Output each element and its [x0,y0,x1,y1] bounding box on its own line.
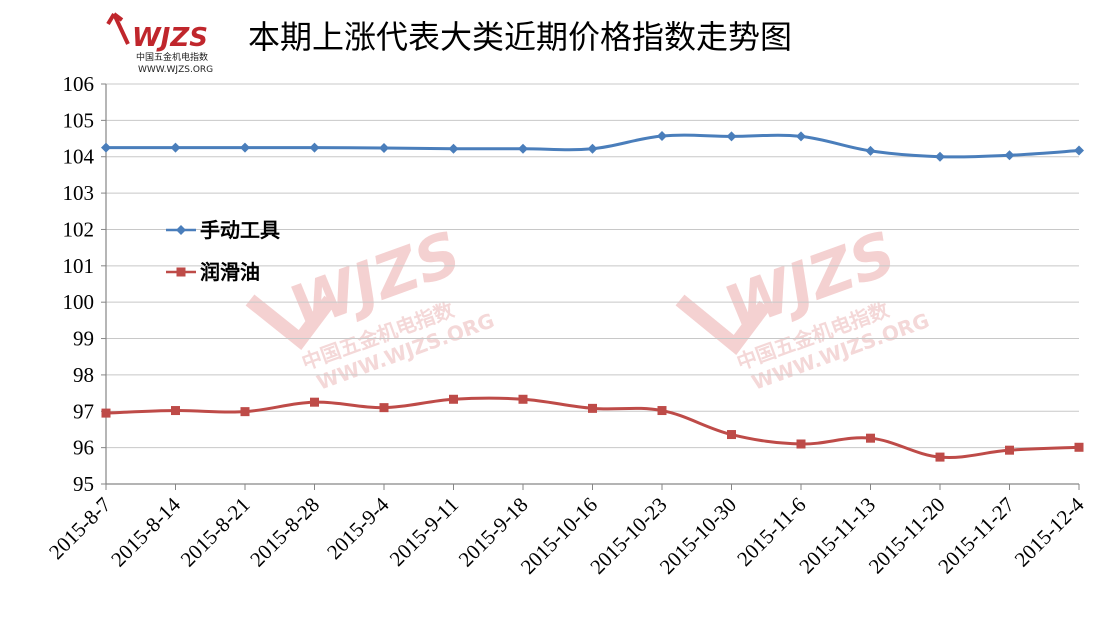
data-point-series-2 [240,407,250,417]
data-point-series-2 [657,406,667,416]
x-tick-label: 2015-10-30 [655,493,741,579]
y-tick-label: 96 [73,436,94,460]
x-axis-ticks: 2015-8-72015-8-142015-8-212015-8-282015-… [44,484,1089,579]
data-point-series-2 [379,403,389,413]
y-tick-label: 99 [73,327,94,351]
data-point-series-2 [171,406,180,416]
logo-name: WJZS [132,23,208,53]
x-tick-label: 2015-12-4 [1010,492,1089,571]
data-point-series-1 [1004,150,1015,161]
legend: 手动工具 润滑油 [166,218,280,284]
data-point-series-1 [240,142,250,153]
y-tick-label: 102 [63,217,95,241]
logo-arrow-icon [106,12,130,45]
data-point-series-1 [518,143,528,154]
y-tick-label: 105 [63,108,95,132]
y-axis-ticks: 95 96 97 98 99 100 101 102 103 104 105 106 [63,72,106,496]
x-tick-label: 2015-8-14 [106,492,185,571]
legend-diamond-marker [176,225,186,235]
legend-item-series-1: 手动工具 [166,218,280,242]
data-point-series-1 [796,131,806,142]
y-tick-label: 100 [63,290,95,314]
data-point-series-2 [310,397,319,407]
y-tick-label: 101 [63,254,95,278]
data-point-series-1 [379,143,389,153]
legend-label-series-1: 手动工具 [200,218,280,242]
y-tick-label: 97 [73,399,94,423]
series-group [101,131,1084,462]
data-point-series-1 [657,131,667,141]
x-tick-label: 2015-8-28 [245,493,324,572]
y-tick-label: 103 [63,181,95,205]
data-point-series-1 [170,142,181,153]
data-point-series-2 [518,394,528,404]
x-tick-label: 2015-8-21 [176,493,255,572]
logo: WJZS 中国五金机电指数 WWW.WJZS.ORG [106,12,213,75]
data-point-series-1 [587,143,598,154]
x-tick-label: 2015-8-7 [44,493,115,564]
logo-url: WWW.WJZS.ORG [138,65,213,75]
data-point-series-2 [101,408,111,418]
legend-item-series-2: 润滑油 [166,260,260,284]
data-point-series-2 [866,433,875,443]
x-tick-label: 2015-9-11 [385,493,463,571]
data-point-series-1 [101,142,111,153]
y-tick-label: 95 [73,472,94,496]
data-point-series-1 [1074,145,1084,156]
gridlines [106,83,1079,449]
y-tick-label: 104 [63,145,95,169]
x-tick-label: 2015-9-4 [322,492,394,564]
data-point-series-1 [865,145,876,156]
data-point-series-2 [1005,445,1014,455]
data-point-series-2 [935,452,945,462]
logo-cn: 中国五金机电指数 [136,51,208,63]
data-point-series-1 [448,143,459,154]
data-point-series-2 [1074,442,1084,452]
data-point-series-2 [588,403,597,413]
watermark-right: WJZS 中国五金机电指数 WWW.WJZS.ORG [675,218,932,395]
y-tick-label: 106 [63,72,95,96]
legend-label-series-2: 润滑油 [200,260,260,284]
watermark-left: WJZS 中国五金机电指数 WWW.WJZS.ORG [245,218,497,395]
chart-title: 本期上涨代表大类近期价格指数走势图 [248,18,792,56]
data-point-series-1 [726,131,737,142]
data-point-series-2 [449,394,458,404]
data-point-series-2 [796,439,806,449]
x-tick-label: 2015-11-27 [933,493,1019,579]
data-point-series-1 [309,142,320,153]
data-point-series-1 [935,151,945,162]
legend-square-marker [176,267,186,277]
data-point-series-2 [727,430,736,440]
y-tick-label: 98 [73,363,94,387]
